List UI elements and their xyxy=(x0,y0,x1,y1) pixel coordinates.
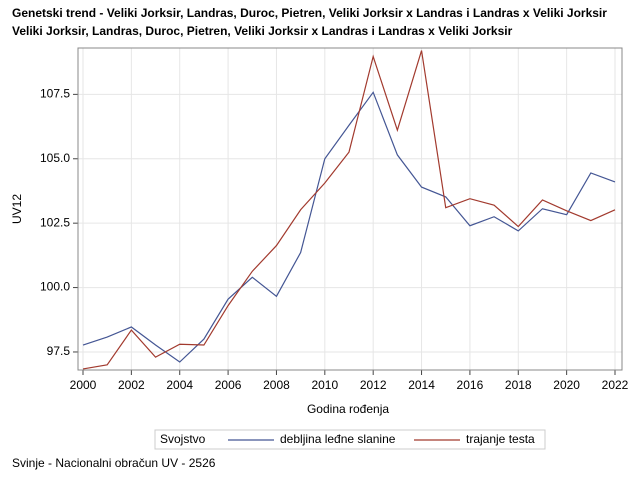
y-tick-label: 102.5 xyxy=(40,215,70,229)
x-tick-label: 2006 xyxy=(215,378,242,392)
y-tick-label: 105.0 xyxy=(40,151,70,165)
x-tick-label: 2008 xyxy=(263,378,290,392)
x-tick-label: 2014 xyxy=(408,378,435,392)
y-tick-label: 97.5 xyxy=(47,344,71,358)
chart-title: Genetski trend - Veliki Jorksir, Landras… xyxy=(12,6,607,20)
legend-label: trajanje testa xyxy=(466,432,535,446)
x-tick-label: 2000 xyxy=(70,378,97,392)
y-axis-label: UV12 xyxy=(10,194,24,224)
legend-label: debljina leđne slanine xyxy=(280,432,396,446)
x-tick-label: 2002 xyxy=(118,378,145,392)
x-tick-label: 2020 xyxy=(553,378,580,392)
series-line xyxy=(82,50,616,370)
legend-box xyxy=(154,429,546,450)
x-tick-label: 2018 xyxy=(505,378,532,392)
x-tick-label: 2004 xyxy=(166,378,193,392)
plot-frame xyxy=(77,47,623,371)
series-line xyxy=(82,91,616,363)
y-tick-label: 107.5 xyxy=(40,87,70,101)
legend-title: Svojstvo xyxy=(160,432,206,446)
x-tick-label: 2022 xyxy=(602,378,629,392)
x-tick-label: 2016 xyxy=(457,378,484,392)
y-tick-label: 100.0 xyxy=(40,280,70,294)
footnote: Svinje - Nacionalni obračun UV - 2526 xyxy=(12,456,216,470)
x-tick-label: 2012 xyxy=(360,378,387,392)
x-tick-label: 2010 xyxy=(311,378,338,392)
chart-title: Veliki Jorksir, Landras, Duroc, Pietren,… xyxy=(12,24,513,38)
x-axis-label: Godina rođenja xyxy=(307,402,389,416)
